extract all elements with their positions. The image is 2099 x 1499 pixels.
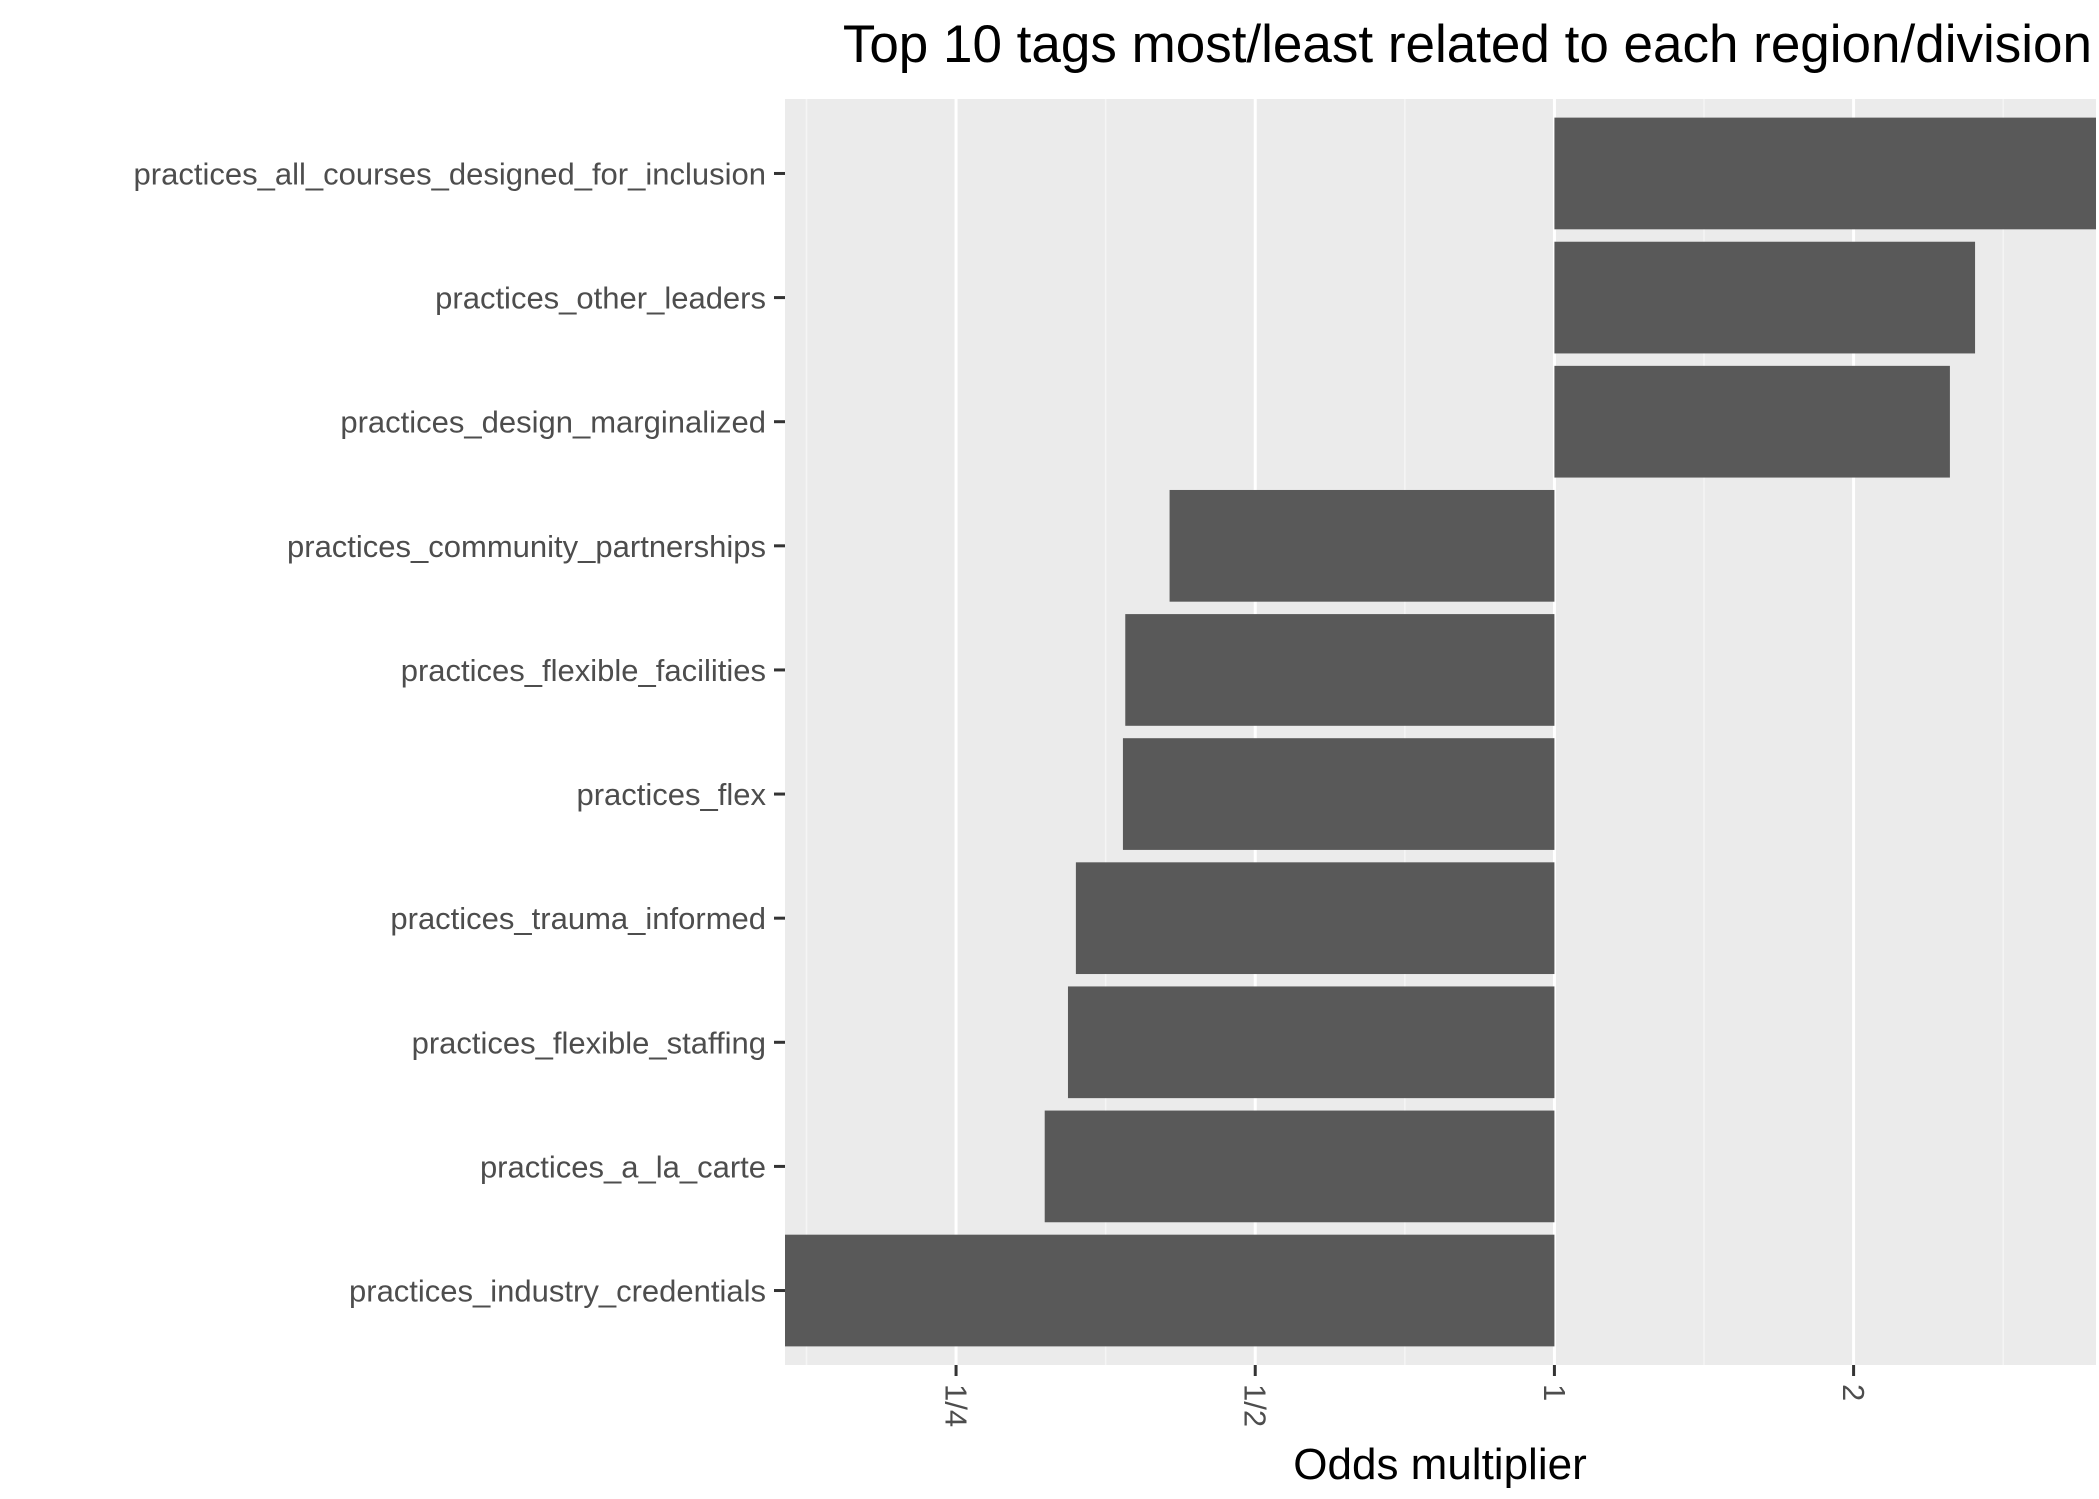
bar-practices_design_marginalized [1554, 365, 1950, 478]
bar-practices_flexible_staffing [1067, 986, 1555, 1099]
bars [785, 117, 2096, 1347]
y-tick-label: practices_industry_credentials [349, 1274, 766, 1309]
y-tick-label: practices_community_partnerships [287, 529, 766, 564]
bar-practices_trauma_informed [1075, 862, 1555, 975]
x-axis: 1/4 1/2 1 2 [939, 1365, 1871, 1427]
x-tick-label: 2 [1836, 1384, 1871, 1401]
x-axis-title: Odds multiplier [1293, 1440, 1586, 1489]
chart-title: Top 10 tags most/least related to each r… [843, 15, 2092, 74]
bar-practices_flexible_facilities [1125, 614, 1555, 726]
bar-practices_other_leaders [1554, 241, 1976, 354]
y-tick-label: practices_flexible_staffing [412, 1025, 766, 1060]
y-tick-label: practices_design_marginalized [340, 405, 766, 440]
bar-practices_flex [1122, 738, 1555, 850]
y-tick-label: practices_trauma_informed [390, 901, 766, 936]
x-tick-label: 1 [1537, 1384, 1572, 1401]
x-tick-label: 1/4 [939, 1384, 974, 1427]
bar-practices_a_la_carte [1044, 1110, 1555, 1223]
y-tick-label: practices_a_la_carte [480, 1149, 766, 1184]
y-tick-label: practices_flexible_facilities [401, 653, 766, 688]
y-tick-label: practices_all_courses_designed_for_inclu… [134, 156, 766, 191]
bar-practices_industry_credentials [785, 1234, 1555, 1347]
y-tick-label: practices_other_leaders [435, 281, 766, 316]
y-tick-label: practices_flex [576, 777, 766, 812]
y-axis: practices_all_courses_designed_for_inclu… [134, 156, 785, 1309]
x-tick-label: 1/2 [1238, 1384, 1273, 1427]
bar-practices_community_partnerships [1169, 489, 1555, 602]
bar-practices_all_courses_designed_for_inclusion [1554, 117, 2096, 230]
